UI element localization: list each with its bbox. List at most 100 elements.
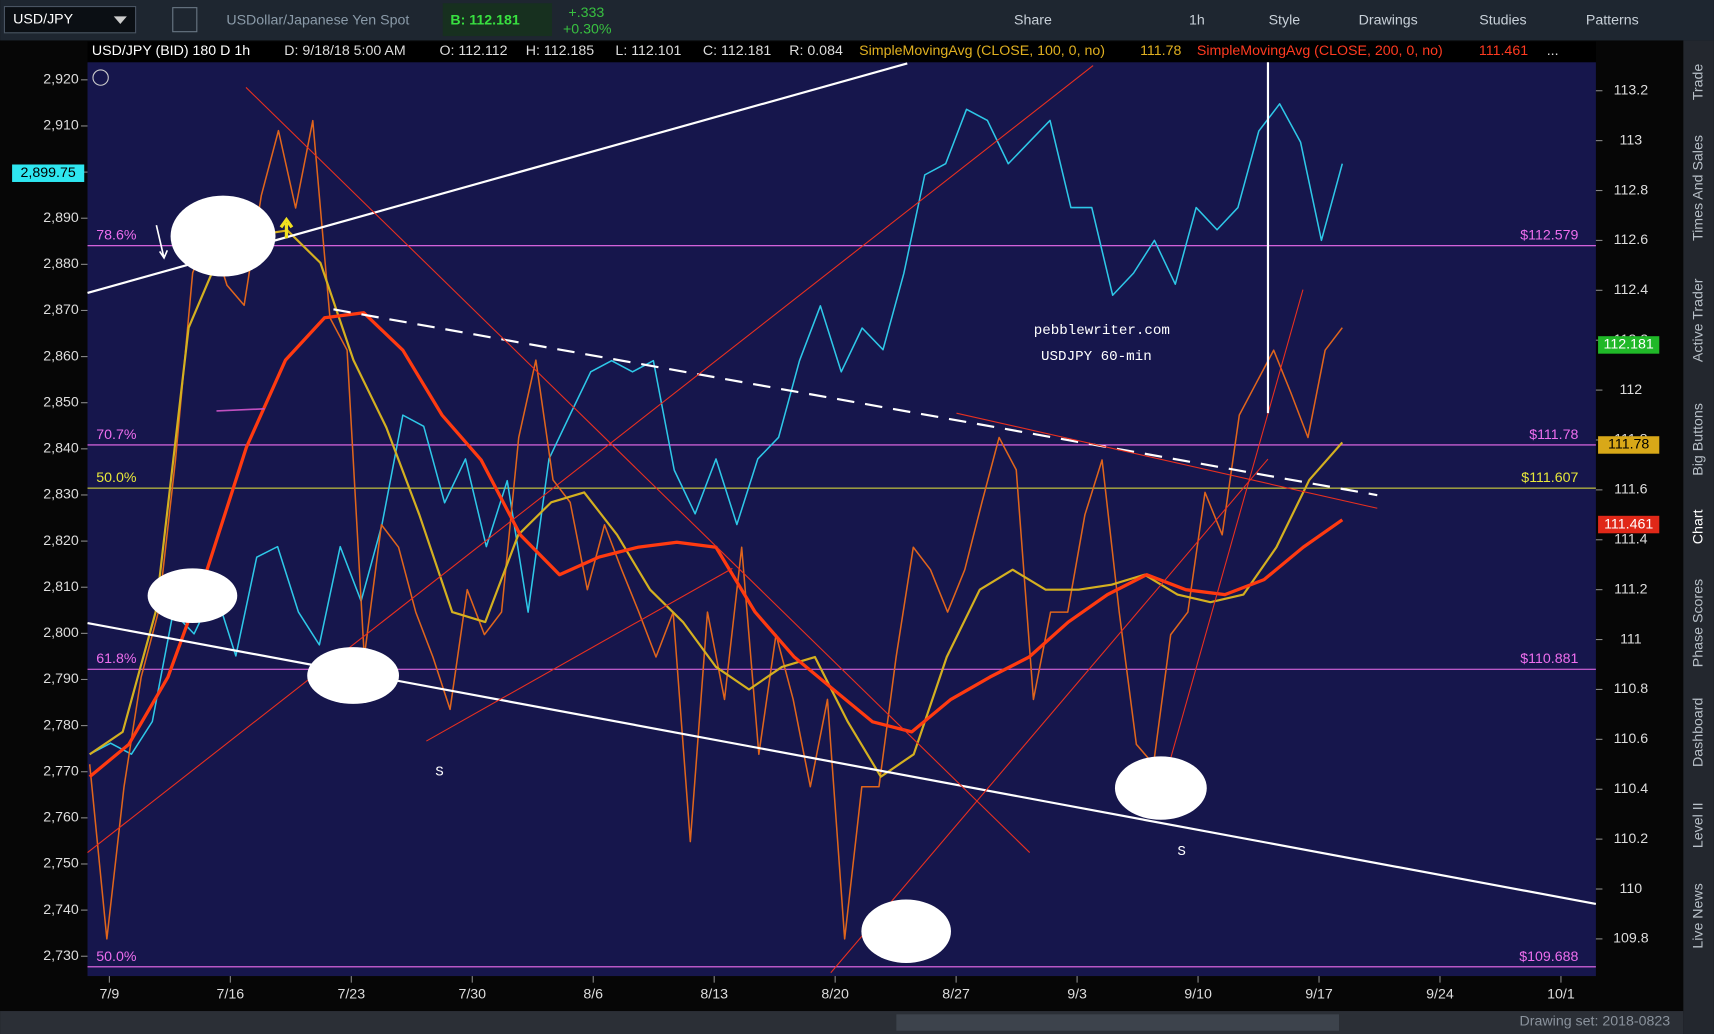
price-line: [89, 229, 1344, 778]
info-more: ...: [1547, 43, 1559, 59]
drawings: [87, 62, 1597, 974]
y-tick-label: 2,830: [43, 487, 79, 503]
fib-label-left: 50.0%: [96, 470, 137, 486]
x-tick-label: 8/6: [583, 986, 603, 1002]
info-bar: [87, 41, 1596, 63]
y-tick-label: 2,890: [43, 210, 79, 226]
y2-tick-label: 110.4: [1614, 781, 1649, 797]
sidebar-tab[interactable]: Live News: [1690, 883, 1706, 948]
info-open: O: 112.112: [439, 43, 507, 59]
right-marker: [1598, 336, 1660, 354]
toolbar-button[interactable]: Drawings: [1359, 13, 1418, 29]
scroll-thumb[interactable]: [896, 1014, 1340, 1031]
x-tick-label: 7/30: [458, 986, 486, 1002]
y-tick-label: 2,800: [43, 625, 79, 641]
fib-label-right: $109.688: [1519, 949, 1578, 965]
annotation: S: [435, 764, 444, 780]
right-marker: [1598, 515, 1660, 534]
red-line: [87, 65, 1094, 853]
sidebar-tab[interactable]: Dashboard: [1690, 698, 1706, 767]
dropdown-icon: [113, 16, 127, 25]
x-tick-label: 9/17: [1305, 986, 1333, 1002]
ellipse: [307, 647, 400, 704]
y-tick-label: 2,880: [43, 256, 79, 272]
fib-label-right: $112.579: [1520, 228, 1578, 244]
x-tick-label: 8/20: [821, 986, 849, 1002]
x-tick-label: 9/3: [1067, 986, 1087, 1002]
hash-icon[interactable]: [172, 7, 198, 33]
fib-label-left: 70.7%: [96, 427, 137, 443]
price-line: [89, 103, 1344, 755]
y-tick-label: 2,740: [43, 902, 79, 918]
info-sma100: SimpleMovingAvg (CLOSE, 100, 0, no): [859, 43, 1105, 59]
scrollbar[interactable]: [0, 1011, 1684, 1034]
alert-icon[interactable]: [92, 69, 109, 86]
sidebar-tab[interactable]: Phase Scores: [1690, 579, 1706, 667]
y-tick-label: 2,840: [43, 441, 79, 457]
sidebar-tab[interactable]: Big Buttons: [1690, 403, 1706, 476]
x-tick-label: 10/1: [1547, 986, 1575, 1002]
y-tick-label: 2,750: [43, 856, 79, 872]
annotation: S: [1177, 844, 1186, 860]
sidebar-tab[interactable]: Level II: [1690, 802, 1706, 848]
price-line: [88, 311, 1344, 778]
y-tick-label: 2,820: [43, 533, 79, 549]
sidebar-tab[interactable]: Trade: [1690, 64, 1706, 101]
y-tick-label: 2,810: [43, 579, 79, 595]
y2-tick-label: 110.8: [1614, 681, 1649, 697]
x-tick-label: 9/10: [1184, 986, 1212, 1002]
symbol-box[interactable]: [3, 6, 137, 34]
toolbar-button[interactable]: Studies: [1479, 13, 1526, 29]
dashed-line: [333, 308, 1378, 497]
toolbar-button[interactable]: Style: [1269, 13, 1301, 29]
y2-tick-label: 110: [1620, 881, 1643, 897]
ellipse: [861, 899, 951, 963]
sidebar-tab[interactable]: Active Trader: [1690, 278, 1706, 362]
y-tick-label: 2,770: [43, 763, 79, 779]
y2-tick-label: 113.2: [1614, 82, 1649, 98]
y-tick-label: 2,920: [43, 72, 79, 88]
info-sma100-value: 111.78: [1140, 43, 1181, 59]
y2-tick-label: 113: [1620, 132, 1643, 148]
left-marker: [12, 164, 85, 182]
toolbar-button[interactable]: 1h: [1189, 13, 1205, 29]
sidebar-tab[interactable]: Chart: [1690, 509, 1706, 544]
y-tick-label: 2,860: [43, 348, 79, 364]
annotation: pebblewriter.com: [1034, 323, 1170, 339]
x-tick-label: 8/27: [942, 986, 970, 1002]
drawing-set: Drawing set: 2018-0823: [1520, 1014, 1671, 1030]
arrow: [155, 224, 169, 260]
y2-tick-label: 111.6: [1614, 482, 1648, 498]
y2-tick-label: 112: [1620, 382, 1643, 398]
sidebar-tab[interactable]: Times And Sales: [1690, 135, 1706, 241]
arrow: [279, 216, 294, 239]
ellipse: [1114, 756, 1207, 820]
ellipse: [147, 568, 238, 624]
info-texts: USD/JPY (BID) 180 D 1h D: 9/18/18 5:00 AM…: [92, 43, 1559, 59]
description: USDollar/Japanese Yen Spot: [226, 13, 409, 29]
fib-label-left: 61.8%: [96, 651, 137, 667]
info-high: H: 112.185: [526, 43, 594, 59]
red-line: [956, 412, 1378, 509]
symbol: USD/JPY: [13, 11, 73, 27]
x-tick-label: 7/16: [217, 986, 245, 1002]
y2-tick-label: 111: [1620, 631, 1642, 647]
toolbar-buttons: Share 1h Style Drawings Studies Patterns: [1014, 13, 1639, 29]
toolbar-button[interactable]: Patterns: [1586, 13, 1639, 29]
toolbar-button[interactable]: Share: [1014, 13, 1052, 29]
x-tick-label: 7/23: [337, 986, 365, 1002]
red-line: [1161, 289, 1304, 790]
y2-tick-label: 111.2: [1614, 581, 1648, 597]
info-sma200-value: 111.461: [1479, 43, 1528, 59]
fib-label-right: $111.607: [1521, 470, 1578, 486]
red-line: [830, 458, 1269, 974]
y-tick-label: 2,730: [43, 948, 79, 964]
info-low: L: 112.101: [615, 43, 681, 59]
plot-area: [87, 62, 1596, 977]
x-tick-label: 8/13: [700, 986, 728, 1002]
sidebar-tabs: Trade Times And Sales Active Trader Big But…: [1690, 64, 1706, 949]
bid-box: [442, 3, 553, 37]
y-tick-label: 2,850: [43, 394, 79, 410]
y-tick-label: 2,780: [43, 717, 79, 733]
